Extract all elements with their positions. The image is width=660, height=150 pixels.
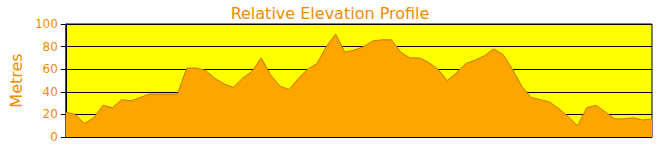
svg-text:60: 60 <box>43 62 58 76</box>
svg-text:Relative Elevation Profile: Relative Elevation Profile <box>231 4 430 23</box>
svg-text:Metres: Metres <box>7 53 26 107</box>
svg-text:80: 80 <box>43 40 58 54</box>
svg-text:40: 40 <box>43 85 58 99</box>
svg-text:0: 0 <box>50 130 58 144</box>
svg-text:20: 20 <box>43 107 58 121</box>
svg-text:100: 100 <box>35 17 58 31</box>
